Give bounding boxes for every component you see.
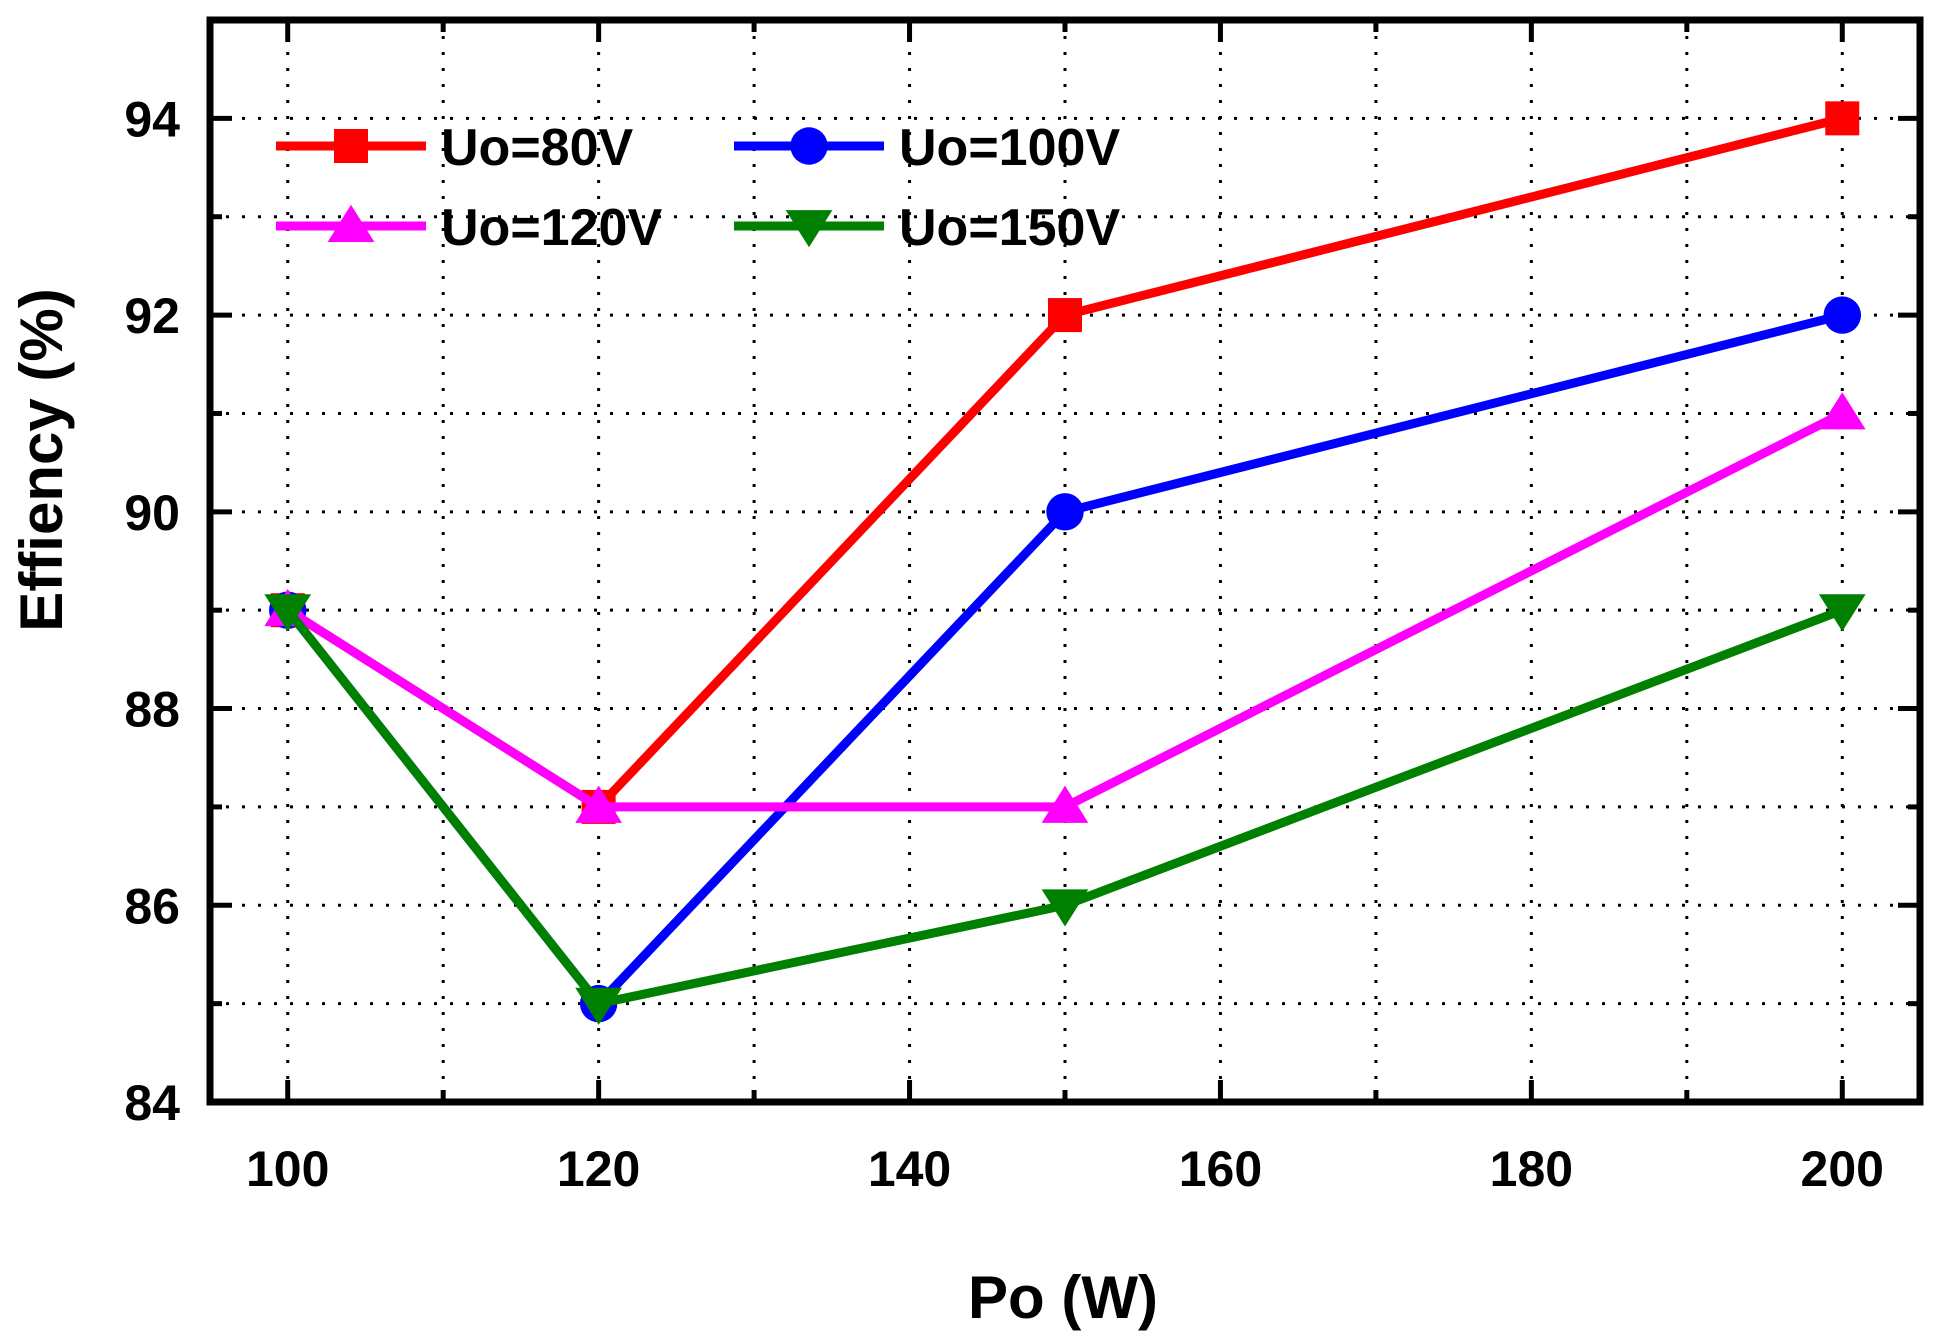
- x-axis-title: Po (W): [968, 1264, 1158, 1331]
- data-point: [334, 129, 368, 163]
- legend-label: Uo=80V: [441, 119, 634, 177]
- legend-entry: Uo=100V: [734, 119, 1120, 177]
- y-axis-title: Effiency (%): [8, 288, 75, 631]
- data-point: [264, 594, 312, 632]
- y-tick-label: 90: [124, 485, 180, 541]
- data-point: [1825, 101, 1860, 136]
- data-point: [790, 127, 828, 165]
- data-point: [575, 785, 623, 823]
- y-tick-label: 92: [124, 288, 180, 344]
- series-line: [285, 409, 1845, 812]
- x-tick-label: 140: [868, 1141, 951, 1197]
- data-point: [1818, 594, 1866, 632]
- y-tick-label: 86: [124, 878, 180, 934]
- data-point: [1046, 493, 1084, 531]
- x-tick-label: 180: [1490, 1141, 1573, 1197]
- y-tick-labels: 84 86 88 90 92 94: [124, 91, 180, 1131]
- legend: Uo=80V Uo=100V Uo=120V Uo=150V: [276, 119, 1120, 257]
- legend-label: Uo=120V: [441, 199, 662, 257]
- series-layer: [264, 101, 1866, 1025]
- series-line: [284, 605, 1844, 1009]
- legend-entry: Uo=150V: [734, 199, 1120, 257]
- legend-entry: Uo=80V: [276, 119, 634, 177]
- data-point: [1048, 298, 1082, 333]
- legend-entry: Uo=120V: [276, 199, 662, 257]
- grid-lines: [210, 20, 1920, 1102]
- y-tick-label: 94: [124, 91, 180, 147]
- legend-label: Uo=100V: [899, 119, 1120, 177]
- data-point: [327, 204, 375, 242]
- data-point: [1818, 392, 1866, 430]
- x-tick-labels: 100 120 140 160 180 200: [246, 1141, 1884, 1197]
- data-point: [1041, 889, 1089, 927]
- data-point: [1823, 296, 1861, 334]
- data-point: [785, 210, 833, 248]
- x-tick-label: 200: [1801, 1141, 1884, 1197]
- legend-label: Uo=150V: [899, 199, 1120, 257]
- data-point: [575, 987, 623, 1025]
- series-uo-120v: [264, 392, 1866, 823]
- y-tick-label: 88: [124, 682, 180, 738]
- x-tick-label: 160: [1179, 1141, 1262, 1197]
- x-tick-label: 100: [246, 1141, 329, 1197]
- series-uo-150v: [264, 594, 1866, 1025]
- plot-area-frame: [206, 16, 1924, 1106]
- x-tick-label: 120: [557, 1141, 640, 1197]
- y-tick-label: 84: [124, 1075, 180, 1131]
- data-point: [1041, 785, 1089, 823]
- axis-ticks: [210, 20, 1920, 1102]
